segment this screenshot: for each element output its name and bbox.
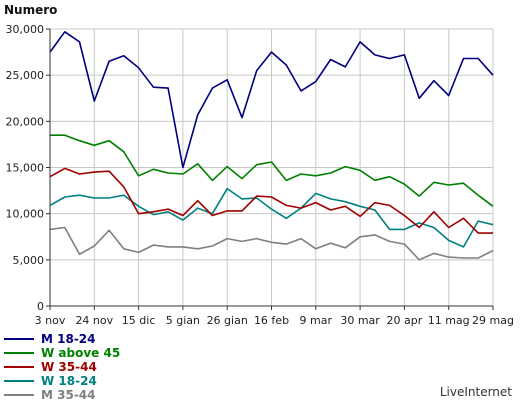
x-tick-label: 11 mag [428, 314, 470, 327]
series-line [49, 187, 494, 248]
legend-label: W above 45 [41, 346, 121, 360]
brand-label: LiveInternet [439, 385, 512, 399]
series-line [49, 167, 493, 234]
legend-swatch [4, 366, 34, 368]
y-tick-label: 0 [37, 300, 44, 313]
y-tick-label: 10,000 [6, 208, 45, 221]
legend-swatch [4, 352, 34, 354]
y-axis-title: Numero [4, 3, 57, 17]
series-line [49, 30, 494, 169]
grid-lines [49, 28, 494, 307]
x-tick-labels: 3 nov 24 nov 15 dic 5 gian 26 gian 16 feb 9 ma… [35, 314, 514, 327]
series-line [49, 226, 494, 261]
legend-swatch [4, 338, 34, 340]
legend-item: W 18-24 [4, 374, 120, 388]
y-tick-label: 5,000 [13, 254, 45, 267]
legend: M 18-24 W above 45 W 35-44 W 18-24 M 35-… [4, 332, 120, 402]
series-layer [49, 30, 494, 261]
legend-swatch [4, 380, 34, 382]
y-tick-label: 25,000 [6, 69, 45, 82]
x-tick-label: 3 nov [35, 314, 66, 327]
legend-label: M 35-44 [41, 388, 96, 402]
legend-label: M 18-24 [41, 332, 96, 346]
legend-swatch [4, 394, 34, 396]
legend-item: M 35-44 [4, 388, 120, 402]
x-tick-label: 30 mar [340, 314, 380, 327]
x-tick-label: 26 gian [207, 314, 248, 327]
y-tick-label: 15,000 [6, 162, 45, 175]
legend-item: W 35-44 [4, 360, 120, 374]
series-line [50, 134, 494, 207]
x-tick-label: 15 dic [122, 314, 156, 327]
legend-label: W 35-44 [41, 360, 97, 374]
y-tick-labels: 0 5,000 10,000 15,000 20,000 25,000 30,000 [6, 23, 45, 313]
y-tick-label: 20,000 [6, 115, 45, 128]
axes [46, 28, 494, 310]
legend-label: W 18-24 [41, 374, 97, 388]
x-tick-label: 9 mar [300, 314, 333, 327]
x-tick-label: 20 apr [387, 314, 423, 327]
legend-item: W above 45 [4, 346, 120, 360]
x-tick-label: 29 mag [472, 314, 514, 327]
y-tick-label: 30,000 [6, 23, 45, 36]
x-tick-label: 24 nov [75, 314, 113, 327]
legend-item: M 18-24 [4, 332, 120, 346]
x-tick-label: 16 feb [254, 314, 289, 327]
x-tick-label: 5 gian [166, 314, 200, 327]
